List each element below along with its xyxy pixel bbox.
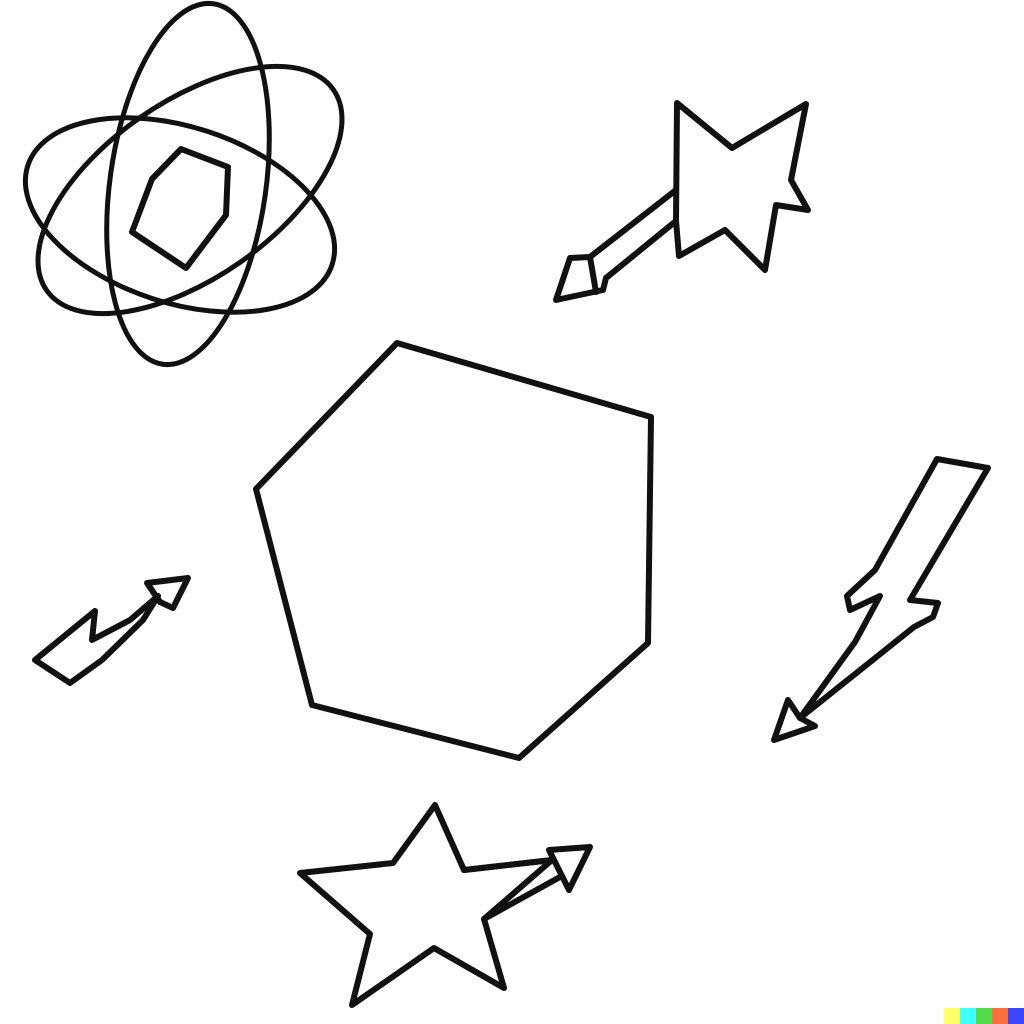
lightning-bolt-body [797,456,991,721]
zigzag-arrow-head [144,575,191,611]
lightning-bolt-icon [771,456,991,743]
atom-orbit-vertical [104,0,272,368]
watermark-swatch-1 [944,1008,960,1024]
watermark-color-bar [944,1008,1024,1024]
hexagon-shape [253,340,654,761]
atom-orbit-left-tilt [22,115,338,315]
zigzag-arrow-icon [32,575,191,686]
zigzag-arrow-shaft [32,593,161,686]
watermark-swatch-3 [976,1008,992,1024]
star-with-arrow-icon [297,802,593,1008]
shooting-star-icon [553,100,811,303]
star-arrow-shaft [461,857,563,922]
watermark-swatch-5 [1008,1008,1024,1024]
star-arrow-head [546,844,593,893]
watermark-swatch-4 [992,1008,1008,1024]
atom-icon [22,0,345,368]
shooting-star-trail [553,187,679,303]
atom-orbit-right-tilt [35,63,345,317]
watermark-swatch-2 [960,1008,976,1024]
lightning-bolt-tip [771,697,818,743]
atom-nucleus [129,146,231,271]
shooting-star-body [673,100,811,273]
